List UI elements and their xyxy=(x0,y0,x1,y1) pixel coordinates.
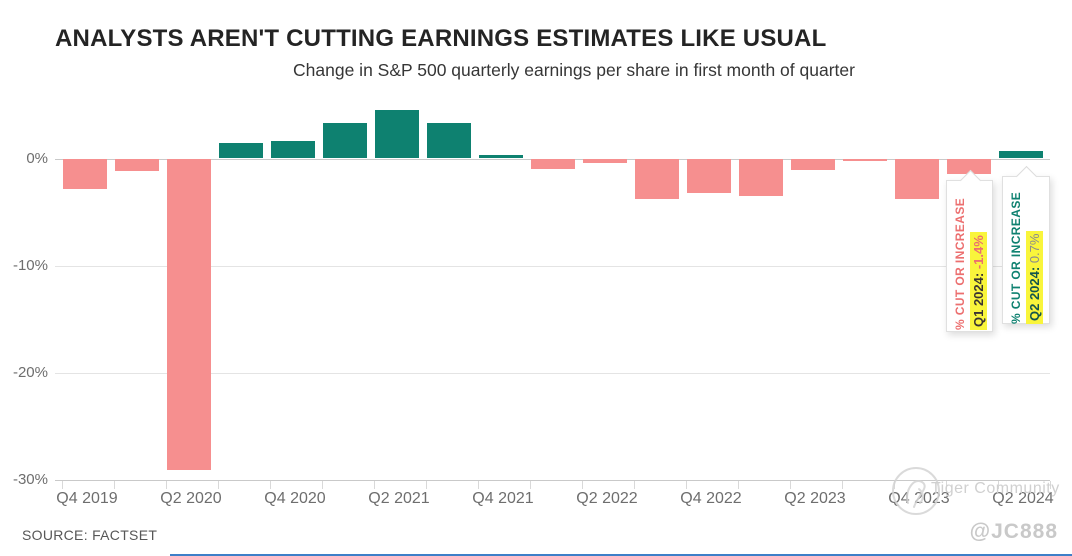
x-axis-label: Q4 2019 xyxy=(56,490,118,507)
bar-q4-2019 xyxy=(63,158,107,189)
watermark-logo-icon xyxy=(892,467,940,515)
y-axis-label: -10% xyxy=(12,256,48,274)
page-title: ANALYSTS AREN'T CUTTING EARNINGS ESTIMAT… xyxy=(55,25,827,52)
x-axis-tick xyxy=(581,481,583,489)
x-axis-tick xyxy=(529,481,531,489)
x-axis-tick xyxy=(425,481,427,489)
x-axis-label: Q2 2020 xyxy=(160,490,222,507)
x-axis-tick xyxy=(633,481,635,489)
y-axis-label: -20% xyxy=(12,364,48,382)
page-subtitle: Change in S&P 500 quarterly earnings per… xyxy=(293,60,855,80)
x-axis-tick xyxy=(61,481,63,489)
x-axis-tick xyxy=(217,481,219,489)
x-axis-tick xyxy=(1049,481,1051,489)
callout-value-line: Q1 2024: -1.4% xyxy=(969,232,987,330)
x-axis-label: Q2 2023 xyxy=(784,490,846,507)
x-axis-tick xyxy=(113,481,115,489)
x-axis-tick xyxy=(789,481,791,489)
bar-q1-2022 xyxy=(531,158,575,170)
x-axis-label: Q4 2021 xyxy=(472,490,534,507)
gridline--20% xyxy=(55,373,1050,375)
x-axis-tick xyxy=(841,481,843,489)
source-note: SOURCE: FACTSET xyxy=(22,527,158,543)
x-axis-tick xyxy=(997,481,999,489)
bar-q4-2020 xyxy=(271,141,315,159)
gridline--30% xyxy=(55,480,1050,482)
callout-label: % CUT OR INCREASE xyxy=(952,197,966,330)
x-axis-tick xyxy=(685,481,687,489)
bar-q1-2020 xyxy=(115,158,159,172)
x-axis-tick xyxy=(373,481,375,489)
callout-date: Q1 2024: xyxy=(970,272,985,327)
bar-q1-2021 xyxy=(323,123,367,159)
x-axis-tick xyxy=(165,481,167,489)
callout-q2-2024: % CUT OR INCREASE Q2 2024: 0.7% xyxy=(1002,165,1050,324)
callout-value: -1.4% xyxy=(970,235,985,270)
bottom-divider xyxy=(170,554,1072,556)
callout-value-line: Q2 2024: 0.7% xyxy=(1025,230,1044,324)
x-axis-tick xyxy=(945,481,947,489)
callout-date: Q2 2024: xyxy=(1026,266,1042,321)
callout-q1-2024: % CUT OR INCREASE Q1 2024: -1.4% xyxy=(946,169,993,332)
bar-q3-2020 xyxy=(219,143,263,159)
bar-q4-2023 xyxy=(895,158,939,200)
author-handle: @JC888 xyxy=(969,520,1058,543)
y-axis-label: -30% xyxy=(12,471,48,489)
bar-q2-2022 xyxy=(583,158,627,163)
callout-label: % CUT OR INCREASE xyxy=(1008,191,1023,324)
bar-q2-2023 xyxy=(791,158,835,171)
bar-q2-2020 xyxy=(167,158,211,470)
callout-value: 0.7% xyxy=(1026,233,1042,264)
x-axis-label: Q4 2020 xyxy=(264,490,326,507)
bar-q4-2021 xyxy=(479,155,523,159)
watermark-text: Tiger Community xyxy=(931,480,1060,497)
bar-q2-2024 xyxy=(999,150,1043,159)
x-axis-label: Q2 2021 xyxy=(368,490,430,507)
gridline--10% xyxy=(55,265,1050,267)
bar-q3-2023 xyxy=(843,158,887,161)
y-axis-label: 0% xyxy=(26,149,48,167)
x-axis-tick xyxy=(737,481,739,489)
x-axis-label: Q2 2022 xyxy=(576,490,638,507)
bar-q1-2023 xyxy=(739,158,783,197)
x-axis-label: Q4 2022 xyxy=(680,490,742,507)
bar-q1-2024 xyxy=(947,158,991,174)
x-axis-tick xyxy=(477,481,479,489)
x-axis-label: Q2 2024 xyxy=(992,490,1054,507)
bar-q2-2021 xyxy=(375,110,419,159)
bar-q3-2021 xyxy=(427,123,471,159)
bar-q3-2022 xyxy=(635,158,679,200)
bar-q4-2022 xyxy=(687,158,731,193)
x-axis-tick xyxy=(321,481,323,489)
x-axis-tick xyxy=(269,481,271,489)
